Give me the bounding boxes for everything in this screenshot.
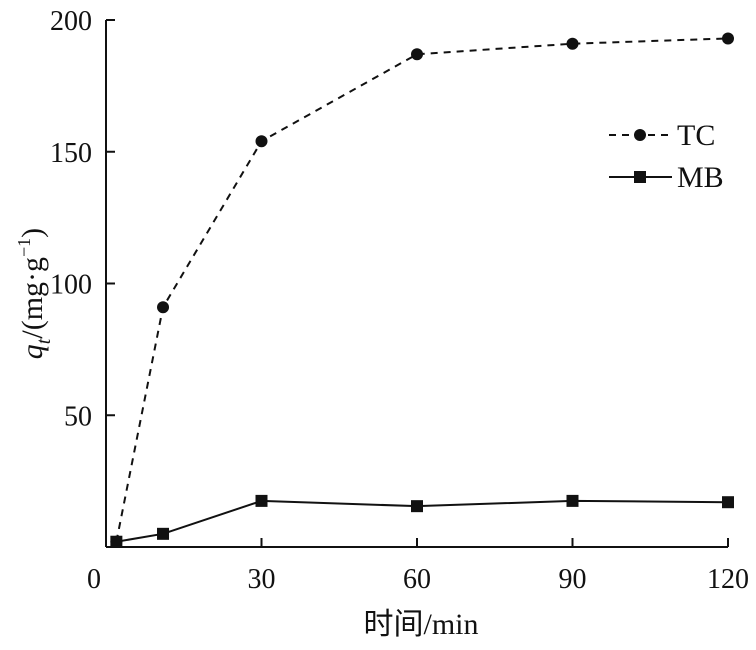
series-line-mb xyxy=(116,499,729,543)
x-axis-title: 时间/min xyxy=(363,608,478,641)
x-tick-label: 60 xyxy=(403,564,431,595)
y-axis-title-unit: /(mg·g xyxy=(16,257,49,339)
x-axis-ticks: 0 30 60 90 120 xyxy=(87,538,749,595)
x-tick-label: 30 xyxy=(248,564,276,595)
legend-item-mb: MB xyxy=(609,161,724,194)
y-tick-label: 100 xyxy=(50,270,92,301)
data-point xyxy=(722,32,734,45)
data-point xyxy=(411,48,423,61)
data-point xyxy=(722,496,734,509)
series-mb xyxy=(110,494,734,548)
legend: TC MB xyxy=(609,119,724,194)
x-tick-label: 0 xyxy=(87,564,101,595)
legend-item-tc: TC xyxy=(609,119,715,152)
y-tick-label: 200 xyxy=(50,6,92,37)
y-tick-label: 150 xyxy=(50,138,92,169)
y-axis-title-q: q xyxy=(16,344,49,359)
data-point xyxy=(566,37,579,50)
axes: 0 30 60 90 120 50 100 150 200 xyxy=(50,6,749,595)
legend-marker xyxy=(634,171,646,183)
y-axis-ticks: 50 100 150 200 xyxy=(50,6,115,432)
data-point xyxy=(255,135,268,148)
y-axis-title-close: ) xyxy=(16,228,49,238)
data-point xyxy=(110,535,123,548)
legend-label: MB xyxy=(677,161,724,194)
data-point xyxy=(255,494,268,507)
y-axis-title: qt/(mg·g−1) xyxy=(14,228,55,359)
legend-marker xyxy=(634,129,646,141)
legend-label: TC xyxy=(677,119,715,152)
y-axis-title-sub: t xyxy=(33,338,55,344)
data-point xyxy=(157,301,170,314)
y-axis-title-sup: −1 xyxy=(14,238,34,257)
data-point xyxy=(566,494,579,507)
x-tick-label: 90 xyxy=(559,564,587,595)
y-tick-label: 50 xyxy=(64,401,92,432)
series-tc xyxy=(110,32,734,548)
data-point xyxy=(411,500,423,513)
series-line-tc xyxy=(115,37,729,542)
data-point xyxy=(157,527,170,540)
series-layer xyxy=(110,32,734,548)
x-tick-label: 120 xyxy=(707,564,749,595)
